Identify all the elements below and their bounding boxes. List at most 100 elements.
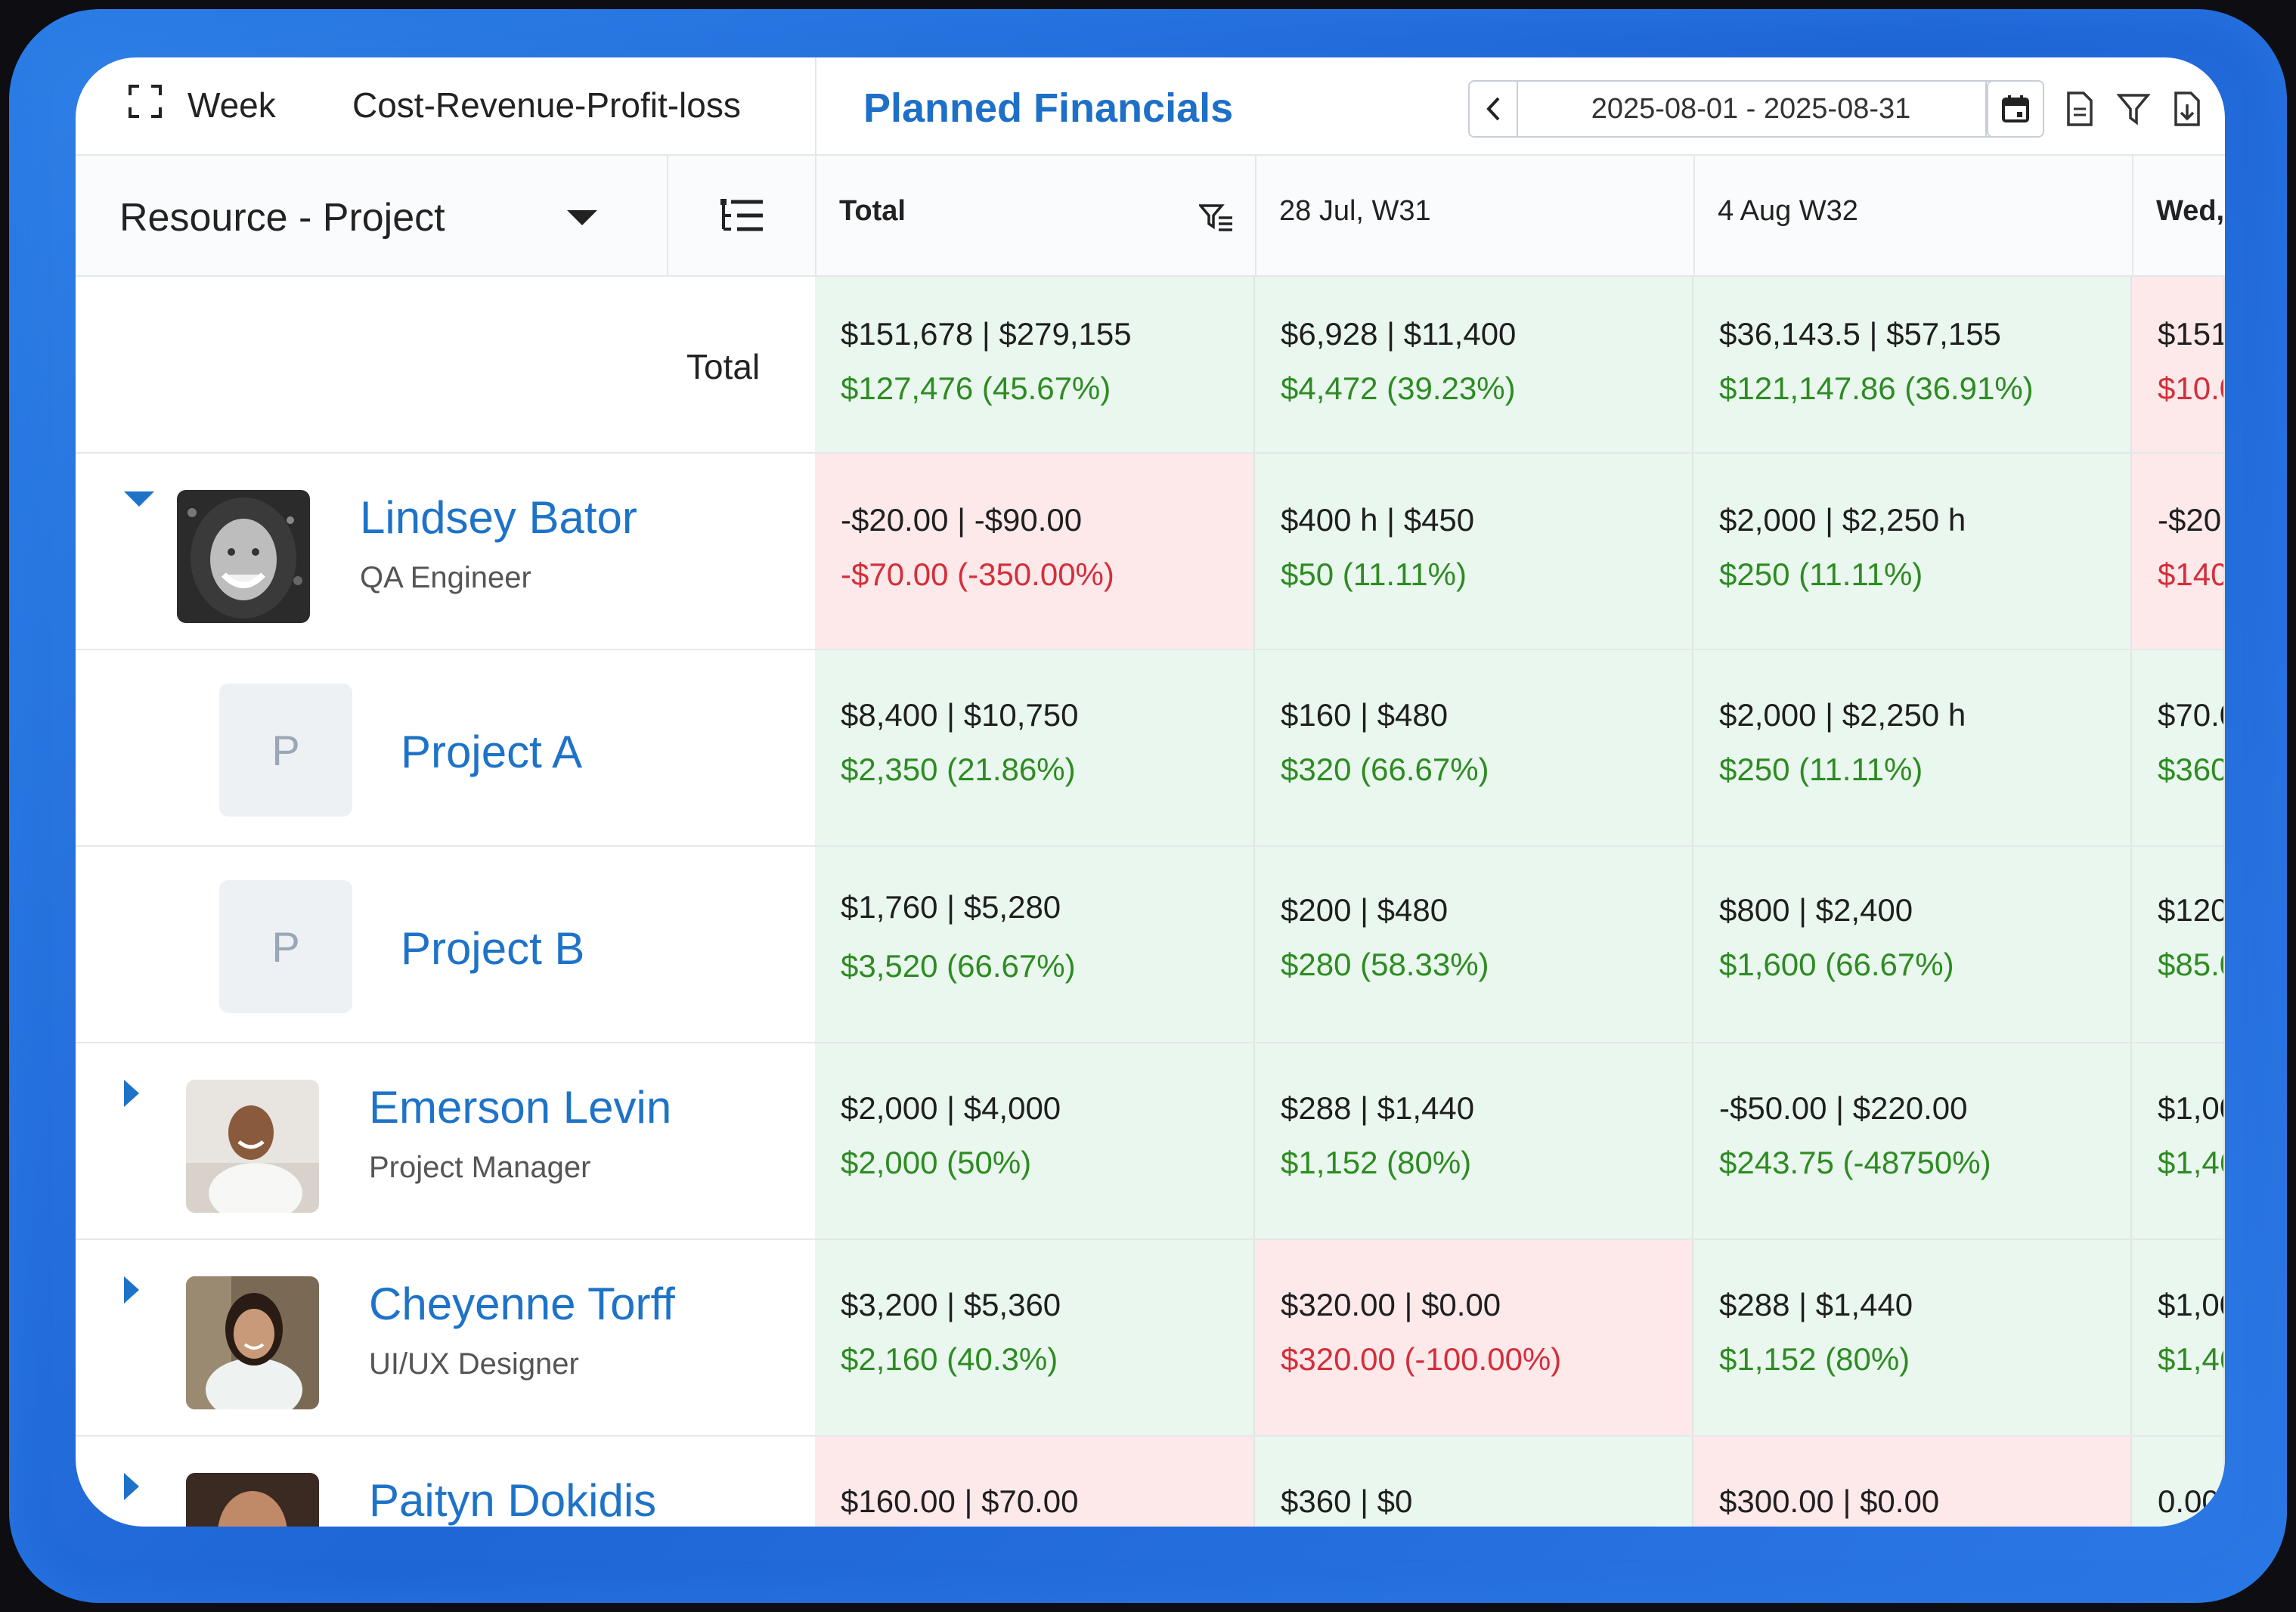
profit-text: $1,600 (66.67%) [1719, 947, 1954, 982]
resource-cell: Cheyenne Torff UI/UX Designer [76, 1240, 816, 1435]
value-cell[interactable]: $288 | $1,440 $1,152 (80%) [1693, 1240, 2132, 1435]
column-label: 4 Aug W32 [1718, 195, 1858, 227]
date-range-text[interactable]: 2025-08-01 - 2025-08-31 [1591, 93, 1911, 125]
project-name[interactable]: Project A [401, 727, 583, 777]
resource-cell: Emerson Levin Project Manager [76, 1043, 816, 1238]
value-cell[interactable]: $1,00 $1,46 [2132, 1043, 2225, 1238]
tree-list-icon [720, 199, 763, 231]
value-cell[interactable]: $2,000 | $2,250 h $250 (11.11%) [1693, 454, 2132, 649]
value-cell[interactable]: $800 | $2,400 $1,600 (66.67%) [1693, 847, 2132, 1042]
expand-toggle-icon[interactable] [124, 1276, 139, 1304]
cost-revenue-text: -$20. [2158, 502, 2225, 538]
value-cell[interactable]: -$20.00 | -$90.00 -$70.00 (-350.00%) [815, 454, 1255, 649]
value-cell[interactable]: $8,400 | $10,750 $2,350 (21.86%) [815, 650, 1255, 845]
project-name[interactable]: Project B [401, 923, 585, 974]
cost-revenue-text: $3,200 | $5,360 [841, 1287, 1061, 1322]
profit-text: $320.00 (-100.00%) [1281, 1341, 1562, 1377]
value-cell[interactable]: $3,200 | $5,360 $2,160 (40.3%) [815, 1240, 1255, 1435]
value-cell[interactable]: $6,928 | $11,400 $4,472 (39.23%) [1255, 277, 1693, 452]
value-cell[interactable]: $120. $85.0 [2132, 847, 2225, 1042]
cost-revenue-text: -$50.00 | $220.00 [1719, 1090, 1968, 1126]
profit-text: $1,152 (80%) [1719, 1341, 1910, 1377]
profit-text: $243.75 (-48750%) [1719, 1145, 1991, 1180]
cost-revenue-text: -$20.00 | -$90.00 [841, 502, 1083, 538]
cost-revenue-text: $6,928 | $11,400 [1281, 316, 1517, 352]
resource-role: QA Engineer [360, 561, 531, 594]
column-filter-icon[interactable] [1199, 203, 1234, 233]
mode-selector[interactable]: Cost-Revenue-Profit-loss [352, 85, 741, 125]
value-cell[interactable]: $151, $10.0 [2132, 277, 2225, 452]
avatar [186, 1473, 319, 1527]
value-cell[interactable]: $160 | $480 $320 (66.67%) [1255, 650, 1693, 845]
document-icon[interactable] [2062, 91, 2096, 127]
cost-revenue-text: $288 | $1,440 [1281, 1090, 1475, 1126]
column-label: 28 Jul, W31 [1279, 195, 1431, 227]
calendar-button[interactable] [1987, 80, 2044, 138]
cost-revenue-text: $2,000 | $2,250 h [1719, 502, 1966, 538]
resource-name[interactable]: Lindsey Bator [360, 492, 637, 543]
filter-icon[interactable] [2117, 91, 2150, 127]
profit-text: $2,000 (50%) [841, 1145, 1032, 1180]
cost-revenue-text: $2,000 | $2,250 h [1719, 697, 1966, 733]
avatar [177, 490, 310, 623]
resource-cell: Lindsey Bator QA Engineer [76, 454, 816, 649]
collapse-toggle-icon[interactable] [124, 491, 154, 507]
resource-role: Project Manager [369, 1151, 591, 1184]
project-row: P Project B $1,760 | $5,280 $3,520 (66.6… [76, 847, 2225, 1043]
total-label-cell: Total [76, 277, 816, 452]
project-initial-tile: P [219, 684, 352, 817]
value-cell[interactable]: $36,143.5 | $57,155 $121,147.86 (36.91%) [1693, 277, 2132, 452]
total-label: Total [686, 347, 761, 386]
column-header-week-32[interactable]: 4 Aug W32 [1693, 156, 2133, 275]
column-header-total[interactable]: Total [815, 156, 1256, 275]
value-cell[interactable]: $360 | $0 [1255, 1437, 1693, 1527]
value-cell[interactable]: $160.00 | $70.00 [815, 1437, 1255, 1527]
prev-period-button[interactable] [1470, 82, 1518, 136]
resource-row: Cheyenne Torff UI/UX Designer $3,200 | $… [76, 1240, 2225, 1437]
profit-text: -$70.00 (-350.00%) [841, 556, 1114, 592]
cost-revenue-text: $36,143.5 | $57,155 [1719, 316, 2001, 352]
value-cell[interactable]: $70.0 $360 [2132, 650, 2225, 845]
view-selector[interactable]: Week [187, 85, 276, 125]
profit-text: $85.0 [2158, 947, 2223, 982]
cost-revenue-text: $8,400 | $10,750 [841, 697, 1079, 733]
value-cell[interactable]: $151,678 | $279,155 $127,476 (45.67%) [815, 277, 1255, 452]
cost-revenue-text: $800 | $2,400 [1719, 892, 1913, 928]
expand-icon[interactable] [127, 83, 163, 119]
value-cell[interactable]: $300.00 | $0.00 [1693, 1437, 2132, 1527]
value-cell[interactable]: $2,000 | $4,000 $2,000 (50%) [815, 1043, 1255, 1238]
resource-name[interactable]: Cheyenne Torff [369, 1279, 675, 1329]
value-cell[interactable]: $320.00 | $0.00 $320.00 (-100.00%) [1255, 1240, 1693, 1435]
column-header-week-31[interactable]: 28 Jul, W31 [1255, 156, 1695, 275]
caret-down-icon [567, 210, 597, 225]
cost-revenue-text: $200 | $480 [1281, 892, 1449, 928]
value-cell[interactable]: $400 h | $450 $50 (11.11%) [1255, 454, 1693, 649]
profit-text: $127,476 (45.67%) [841, 370, 1111, 406]
value-cell[interactable]: $2,000 | $2,250 h $250 (11.11%) [1693, 650, 2132, 845]
grouping-dropdown[interactable]: Resource - Project [76, 156, 668, 275]
expand-toggle-icon[interactable] [124, 1473, 139, 1500]
profit-text: $50 (11.11%) [1281, 556, 1467, 592]
value-cell[interactable]: $1,00 $1,46 [2132, 1240, 2225, 1435]
value-cell[interactable]: -$20. $140 [2132, 454, 2225, 649]
value-cell[interactable]: 0.00 [2132, 1437, 2225, 1527]
value-cell[interactable]: $1,760 | $5,280 $3,520 (66.67%) [815, 847, 1255, 1042]
value-cell[interactable]: $200 | $480 $280 (58.33%) [1255, 847, 1693, 1042]
top-toolbar: Week Cost-Revenue-Profit-loss Planned Fi… [76, 57, 2225, 156]
expand-toggle-icon[interactable] [124, 1080, 139, 1107]
value-cell[interactable]: -$50.00 | $220.00 $243.75 (-48750%) [1693, 1043, 2132, 1238]
profit-text: $360 [2158, 752, 2225, 787]
resource-name[interactable]: Emerson Levin [369, 1082, 672, 1133]
profit-text: $2,160 (40.3%) [841, 1341, 1058, 1377]
avatar [186, 1080, 319, 1213]
resource-name[interactable]: Paityn Dokidis [369, 1475, 657, 1526]
date-range-navigator: 2025-08-01 - 2025-08-31 [1468, 80, 2035, 138]
value-cell[interactable]: $288 | $1,440 $1,152 (80%) [1255, 1043, 1693, 1238]
grid-header: Resource - Project Total [76, 156, 2225, 277]
export-icon[interactable] [2170, 91, 2203, 127]
tree-view-button[interactable] [668, 156, 816, 275]
cost-revenue-text: $160.00 | $70.00 [841, 1483, 1079, 1519]
column-header-next[interactable]: Wed, [2132, 156, 2225, 275]
profit-text: $140 [2158, 556, 2225, 592]
column-label: Total [839, 195, 906, 227]
